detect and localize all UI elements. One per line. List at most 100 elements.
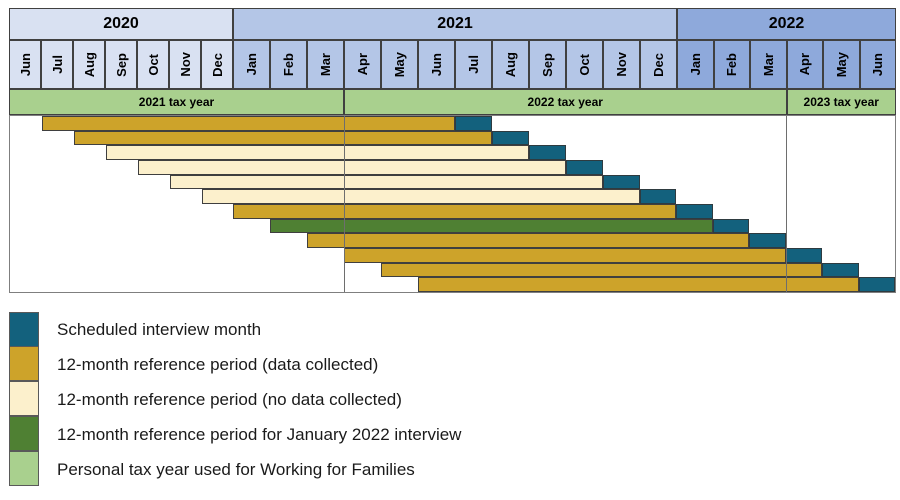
month-cell-sep-2020: Sep bbox=[105, 40, 137, 89]
month-label: May bbox=[833, 51, 849, 78]
reference-period-bar-aug-2021 bbox=[73, 130, 492, 146]
legend-label: 12-month reference period for January 20… bbox=[57, 424, 462, 444]
legend-label: Scheduled interview month bbox=[57, 319, 262, 339]
timeline-grid: 2020 2021 2022 Jun Jul Aug Sep Oct Nov Dec Jan Feb M… bbox=[9, 8, 896, 293]
interview-month-cell-jun-2022 bbox=[858, 277, 895, 292]
month-cell-jun-2021: Jun bbox=[418, 40, 455, 89]
month-label: Nov bbox=[614, 52, 629, 77]
interview-month-cell-may-2022 bbox=[822, 262, 859, 278]
month-cell-mar-2021: Mar bbox=[307, 40, 344, 89]
month-label: Apr bbox=[797, 53, 813, 76]
month-label: Jun bbox=[870, 52, 886, 77]
interview-month-cell-oct-2021 bbox=[565, 160, 603, 175]
month-cell-may-2022: May bbox=[823, 40, 860, 89]
year-header-2021: 2021 bbox=[233, 8, 677, 40]
month-cell-jul-2020: Jul bbox=[41, 40, 73, 89]
month-cell-dec-2020: Dec bbox=[201, 40, 233, 89]
month-label: Mar bbox=[318, 52, 333, 77]
month-cell-oct-2020: Oct bbox=[137, 40, 169, 89]
interview-month-cell-mar-2022 bbox=[749, 233, 786, 248]
legend-item-january-2022-reference: 12-month reference period for January 20… bbox=[9, 416, 462, 452]
reference-period-bar-sep-2021 bbox=[105, 145, 529, 160]
month-cell-apr-2022: Apr bbox=[786, 40, 823, 89]
legend-item-no-data-collected: 12-month reference period (no data colle… bbox=[9, 381, 461, 417]
month-label: Apr bbox=[355, 53, 370, 76]
month-cell-oct-2021: Oct bbox=[566, 40, 603, 89]
month-label: Jan bbox=[687, 53, 703, 76]
month-cell-feb-2022: Feb bbox=[713, 40, 750, 89]
reference-period-bar-dec-2021 bbox=[201, 189, 640, 204]
legend: Scheduled interview month 12-month refere… bbox=[9, 312, 461, 487]
interview-month-cell-apr-2022 bbox=[785, 248, 823, 263]
month-cell-jan-2021: Jan bbox=[233, 40, 270, 89]
legend-label: Personal tax year used for Working for F… bbox=[57, 459, 415, 479]
reference-period-bar-apr-2022 bbox=[344, 248, 786, 263]
tax-year-segment-2021-tax-year: 2021 tax year bbox=[9, 89, 344, 115]
month-label: Jul bbox=[49, 55, 65, 74]
reference-period-bar-jan-2022 bbox=[233, 204, 677, 219]
month-cell-may-2021: May bbox=[381, 40, 418, 89]
interview-month-cell-jan-2022 bbox=[676, 204, 713, 219]
month-label: Nov bbox=[177, 52, 193, 77]
interview-month-cell-aug-2021 bbox=[491, 130, 529, 146]
month-label: Dec bbox=[209, 52, 225, 77]
tax-year-segment-2023-tax-year: 2023 tax year bbox=[786, 89, 896, 115]
reference-period-bar-jun-2022 bbox=[418, 277, 859, 292]
month-label: Aug bbox=[81, 51, 97, 78]
month-label: Jan bbox=[244, 53, 259, 76]
month-cell-jun-2022: Jun bbox=[859, 40, 896, 89]
month-label: Dec bbox=[651, 52, 666, 77]
legend-swatch-no-data-collected bbox=[9, 381, 39, 416]
month-cell-nov-2021: Nov bbox=[603, 40, 640, 89]
month-cell-feb-2021: Feb bbox=[270, 40, 307, 89]
month-label: Jul bbox=[466, 55, 481, 74]
legend-swatch-data-collected bbox=[9, 346, 39, 381]
tax-year-boundary-line-apr-2021 bbox=[344, 116, 346, 292]
month-cell-dec-2021: Dec bbox=[640, 40, 677, 89]
legend-swatch-interview bbox=[9, 312, 39, 347]
legend-item-interview: Scheduled interview month bbox=[9, 312, 461, 347]
month-label: Sep bbox=[113, 52, 129, 77]
tax-year-boundary-line-apr-2022 bbox=[785, 116, 787, 292]
month-cell-apr-2021: Apr bbox=[344, 40, 381, 89]
interview-month-cell-feb-2022 bbox=[712, 218, 750, 234]
month-cell-jul-2021: Jul bbox=[455, 40, 492, 89]
month-cell-mar-2022: Mar bbox=[750, 40, 787, 89]
month-label: Feb bbox=[281, 52, 296, 77]
month-label: May bbox=[392, 51, 407, 78]
month-label: Jun bbox=[17, 52, 33, 77]
month-label: Mar bbox=[760, 52, 776, 77]
month-cell-aug-2021: Aug bbox=[492, 40, 529, 89]
reference-period-bar-feb-2022 bbox=[270, 218, 713, 234]
reference-period-bar-oct-2021 bbox=[137, 160, 566, 175]
month-cell-jan-2022: Jan bbox=[677, 40, 714, 89]
plot-area bbox=[9, 115, 896, 293]
month-cell-sep-2021: Sep bbox=[529, 40, 566, 89]
month-cell-nov-2020: Nov bbox=[169, 40, 201, 89]
month-label: Feb bbox=[724, 52, 740, 77]
reference-period-bar-may-2022 bbox=[381, 262, 823, 278]
month-label: Aug bbox=[503, 51, 518, 78]
reference-period-bar-nov-2021 bbox=[169, 174, 603, 190]
month-label: Jun bbox=[429, 52, 444, 77]
reference-period-bar-jul-2021 bbox=[41, 116, 455, 131]
legend-swatch-january-2022-reference bbox=[9, 416, 39, 451]
year-header-2020: 2020 bbox=[9, 8, 233, 40]
month-label: Oct bbox=[577, 53, 592, 76]
tax-year-segment-2022-tax-year: 2022 tax year bbox=[344, 89, 787, 115]
legend-swatch-tax-year bbox=[9, 451, 39, 486]
legend-label: 12-month reference period (no data colle… bbox=[57, 389, 402, 409]
month-label: Sep bbox=[540, 52, 555, 77]
legend-item-tax-year: Personal tax year used for Working for F… bbox=[9, 451, 461, 487]
reference-period-bar-mar-2022 bbox=[307, 233, 750, 248]
month-cell-jun-2020: Jun bbox=[9, 40, 41, 89]
legend-label: 12-month reference period (data collecte… bbox=[57, 354, 379, 374]
interview-month-cell-jul-2021 bbox=[454, 116, 492, 131]
interview-month-cell-dec-2021 bbox=[639, 189, 677, 204]
year-header-2022: 2022 bbox=[677, 8, 896, 40]
month-cell-aug-2020: Aug bbox=[73, 40, 105, 89]
legend-item-data-collected: 12-month reference period (data collecte… bbox=[9, 346, 461, 382]
month-label: Oct bbox=[145, 53, 161, 76]
interview-month-cell-nov-2021 bbox=[602, 174, 640, 190]
